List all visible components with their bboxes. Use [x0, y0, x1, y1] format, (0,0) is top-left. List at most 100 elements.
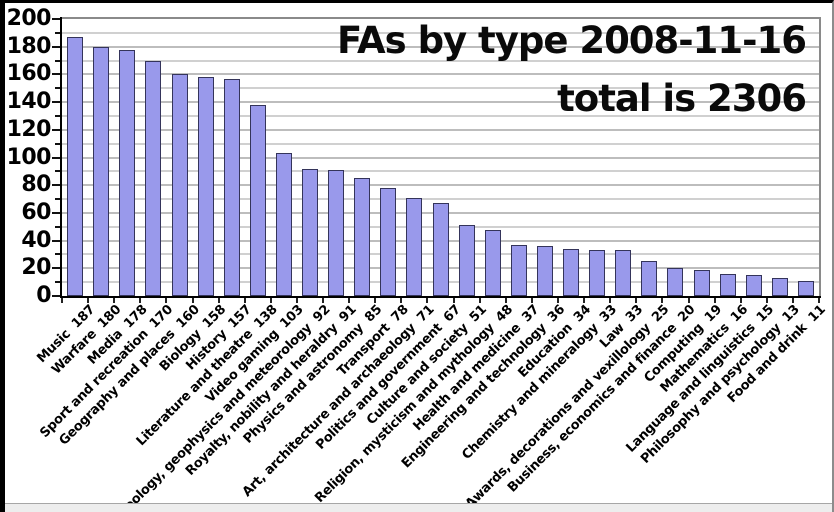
y-axis-tick-label: 0: [36, 283, 51, 308]
y-axis-tick-label: 80: [21, 172, 51, 198]
chart-title-line1: FAs by type 2008-11-16: [337, 19, 807, 62]
gridline-major: [62, 184, 819, 187]
plot-border-top: [62, 17, 821, 19]
bar: [249, 104, 266, 296]
plot-area: [5, 3, 832, 512]
y-axis: 0 20 40 60 80 100 120 140 160 180 200: [5, 3, 832, 512]
y-tick-minor: [55, 114, 60, 117]
x-tick: [609, 298, 612, 303]
plot-border-right: [819, 17, 821, 296]
bar: [458, 225, 475, 296]
bar: [589, 250, 606, 296]
bar: [432, 203, 449, 296]
gridline-minor: [62, 87, 819, 90]
gridline-minor: [62, 31, 819, 34]
bar: [563, 248, 579, 296]
window-edge-strip: [5, 503, 832, 512]
bar: [693, 269, 710, 296]
bar: [641, 261, 658, 296]
y-tick-major: [52, 211, 60, 214]
gridline-major: [62, 73, 819, 76]
bar: [145, 60, 162, 296]
x-tick: [165, 298, 168, 303]
x-tick: [243, 298, 246, 303]
y-tick-major: [52, 73, 60, 76]
x-tick: [295, 298, 298, 303]
bar: [93, 46, 110, 296]
bar: [275, 153, 292, 296]
y-tick-minor: [55, 87, 60, 90]
x-tick: [583, 298, 586, 303]
x-tick: [557, 298, 559, 303]
y-tick-minor: [55, 31, 60, 34]
bar: [745, 275, 762, 296]
y-axis-tick-label: 100: [6, 144, 52, 170]
bar: [302, 168, 318, 296]
x-tick: [191, 298, 194, 303]
x-tick: [348, 298, 351, 303]
x-tick: [765, 298, 768, 303]
x-tick: [113, 298, 116, 303]
x-tick: [530, 298, 533, 303]
y-tick-major: [52, 128, 60, 131]
gridline-minor: [62, 170, 819, 173]
x-tick: [452, 298, 455, 303]
bar: [719, 273, 736, 296]
bar: [223, 78, 240, 296]
y-axis-line: [60, 17, 62, 298]
x-tick: [504, 298, 507, 303]
chart-title: FAs by type 2008-11-16 total is 2306: [337, 19, 807, 121]
gridline-minor: [62, 114, 819, 117]
y-tick-major: [52, 267, 60, 270]
bar: [406, 197, 423, 296]
gridline-major: [62, 45, 819, 48]
y-axis-tick-label: 120: [6, 116, 52, 142]
gridline-minor: [62, 142, 819, 145]
gridline-major: [62, 128, 819, 131]
y-tick-major: [52, 295, 60, 297]
x-tick: [713, 298, 716, 303]
y-tick-major: [52, 18, 60, 20]
bar: [771, 278, 788, 296]
x-tick: [400, 298, 403, 303]
x-tick: [635, 298, 638, 303]
bar: [797, 280, 814, 296]
x-tick: [217, 298, 220, 303]
bar: [667, 268, 684, 296]
x-tick: [687, 298, 690, 303]
x-tick: [61, 298, 63, 303]
y-tick-major: [52, 184, 60, 187]
bar: [119, 49, 136, 296]
bar: [354, 178, 371, 296]
y-tick-minor: [55, 142, 60, 145]
gridline-major: [62, 101, 819, 104]
x-tick: [818, 298, 820, 303]
x-axis-line: [60, 296, 821, 298]
x-tick: [139, 298, 142, 303]
bar: [67, 37, 84, 296]
y-tick-major: [52, 239, 60, 242]
y-tick-minor: [55, 170, 60, 173]
x-tick: [791, 298, 794, 303]
y-tick-major: [52, 156, 60, 159]
x-tick: [739, 298, 742, 303]
bar: [197, 77, 214, 296]
bar: [171, 74, 188, 296]
bar: [615, 250, 632, 296]
gridline-major: [62, 156, 819, 159]
x-axis-labels: Music 187 Warfare 180 Media 178 Sport and r…: [5, 3, 832, 512]
y-tick-minor: [55, 198, 60, 201]
bar: [328, 170, 345, 296]
x-tick: [426, 298, 429, 303]
y-axis-tick-label: 160: [6, 61, 52, 87]
chart-title-line2: total is 2306: [557, 77, 807, 120]
bar: [510, 244, 527, 296]
y-tick-minor: [55, 253, 60, 256]
y-axis-tick-label: 60: [21, 199, 51, 225]
x-tick: [87, 298, 90, 303]
y-tick-minor: [55, 281, 60, 284]
x-tick: [478, 298, 481, 303]
x-tick: [269, 298, 272, 303]
y-axis-tick-label: 200: [6, 6, 52, 31]
